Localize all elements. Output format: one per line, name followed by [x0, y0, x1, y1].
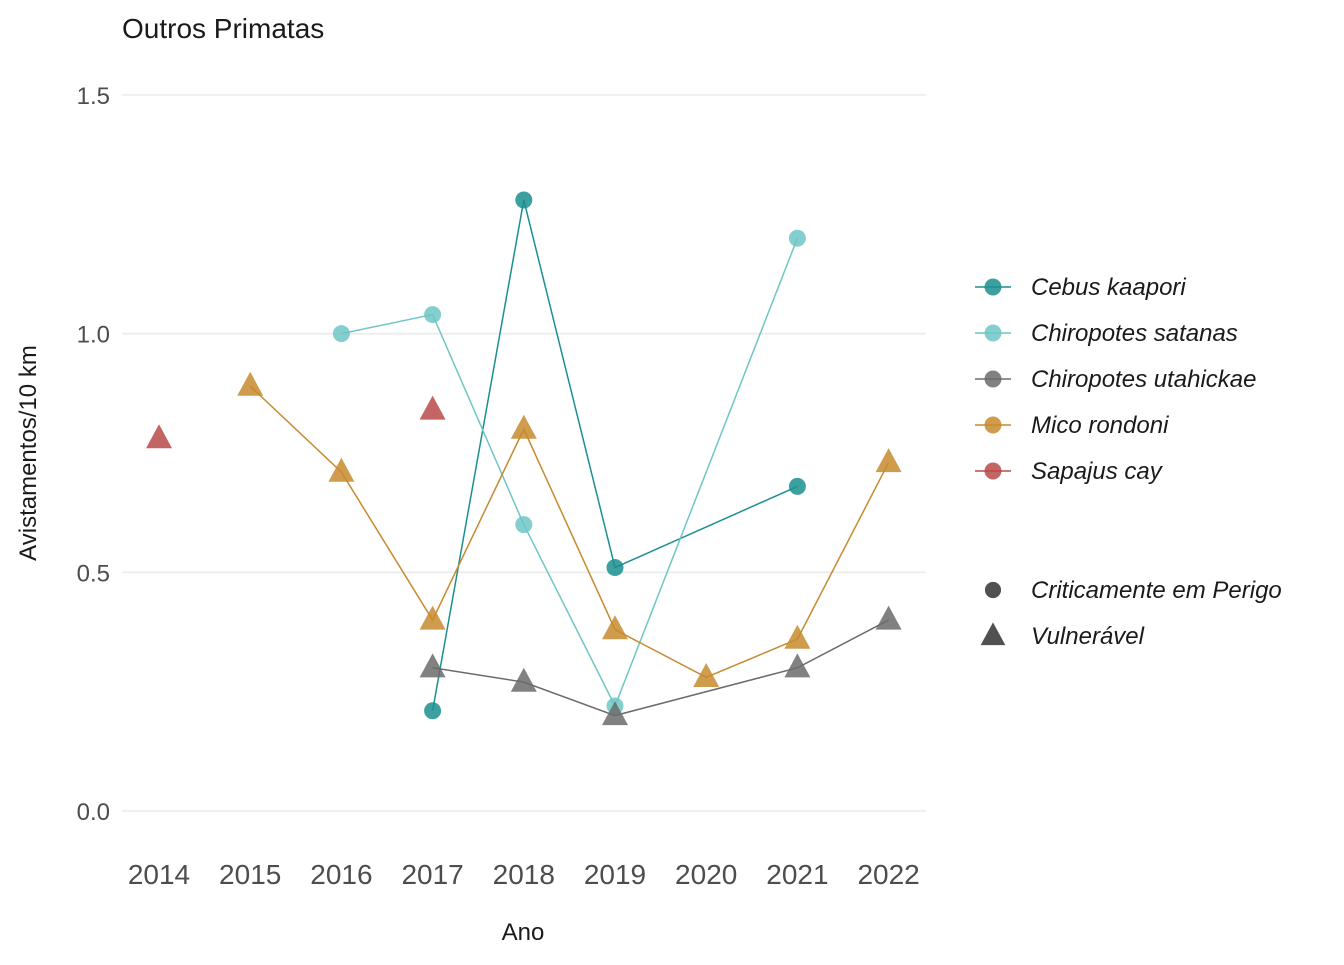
- data-point-mico-rondoni: [693, 662, 720, 687]
- legend-shape-marker: [980, 622, 1006, 646]
- legend: Cebus kaapori Chiropotes satanas Chiropote…: [975, 274, 1282, 650]
- x-tick-label: 2016: [310, 859, 372, 890]
- data-point-chiropotes-utahickae: [510, 667, 537, 692]
- legend-label: Chiropotes satanas: [1031, 320, 1238, 347]
- legend-swatch-marker: [984, 324, 1002, 342]
- legend-swatch-marker: [984, 416, 1002, 434]
- series-points: [146, 191, 902, 726]
- data-point-chiropotes-utahickae: [419, 653, 446, 678]
- legend-label: Cebus kaapori: [1031, 274, 1186, 301]
- data-point-sapajus-cay: [146, 424, 172, 449]
- legend-item-sapajus-cay: Sapajus cay: [975, 458, 1164, 485]
- y-axis-label: Avistamentos/10 km: [15, 345, 42, 561]
- shape-legend-item-vulner-vel: Vulnerável: [980, 622, 1145, 650]
- data-point-chiropotes-satanas: [424, 306, 442, 324]
- legend-item-chiropotes-satanas: Chiropotes satanas: [975, 320, 1238, 347]
- data-point-mico-rondoni: [875, 448, 902, 473]
- x-axis-label: Ano: [502, 919, 545, 946]
- x-tick-label: 2022: [857, 859, 919, 890]
- legend-item-chiropotes-utahickae: Chiropotes utahickae: [975, 366, 1256, 393]
- legend-swatch-marker: [984, 370, 1002, 388]
- series-line-cebus-kaapori: [431, 199, 798, 711]
- data-point-mico-rondoni: [419, 605, 446, 630]
- x-tick-label: 2015: [219, 859, 281, 890]
- legend-item-mico-rondoni: Mico rondoni: [975, 412, 1169, 439]
- y-tick-label: 0.0: [77, 799, 110, 826]
- data-point-cebus-kaapori: [424, 702, 442, 720]
- series-line-chiropotes-satanas: [341, 237, 799, 708]
- y-tick-label: 1.5: [77, 83, 110, 110]
- data-point-cebus-kaapori: [515, 191, 533, 209]
- gridlines: [122, 94, 926, 812]
- data-point-mico-rondoni: [602, 615, 628, 640]
- data-point-chiropotes-satanas: [332, 325, 350, 343]
- data-point-cebus-kaapori: [606, 559, 624, 577]
- legend-swatch-marker: [984, 278, 1002, 296]
- x-tick-label: 2021: [766, 859, 828, 890]
- y-tick-label: 0.5: [77, 560, 110, 587]
- legend-shape-marker: [984, 581, 1002, 599]
- chart-title: Outros Primatas: [122, 13, 324, 44]
- legend-label: Chiropotes utahickae: [1031, 366, 1256, 393]
- data-point-mico-rondoni: [510, 414, 537, 439]
- x-tick-label: 2014: [128, 859, 190, 890]
- legend-label: Criticamente em Perigo: [1031, 577, 1282, 604]
- data-point-chiropotes-utahickae: [784, 653, 811, 678]
- y-axis-ticks: 0.0 0.5 1.0 1.5: [77, 83, 110, 826]
- x-tick-label: 2018: [493, 859, 555, 890]
- legend-label: Vulnerável: [1031, 623, 1145, 650]
- y-tick-label: 1.0: [77, 322, 110, 349]
- data-point-cebus-kaapori: [788, 477, 806, 495]
- data-point-chiropotes-satanas: [788, 229, 806, 247]
- data-point-chiropotes-utahickae: [875, 605, 902, 630]
- legend-label: Sapajus cay: [1031, 458, 1164, 485]
- legend-label: Mico rondoni: [1031, 412, 1169, 439]
- x-tick-label: 2020: [675, 859, 737, 890]
- x-tick-label: 2019: [584, 859, 646, 890]
- data-point-mico-rondoni: [328, 457, 355, 482]
- legend-item-cebus-kaapori: Cebus kaapori: [975, 274, 1186, 301]
- data-point-mico-rondoni: [784, 624, 811, 649]
- legend-swatch-marker: [984, 462, 1002, 480]
- x-tick-label: 2017: [401, 859, 463, 890]
- shape-legend-item-criticamente-em-perigo: Criticamente em Perigo: [984, 577, 1282, 604]
- data-point-chiropotes-utahickae: [602, 701, 628, 726]
- data-point-sapajus-cay: [419, 395, 446, 420]
- series-line-mico-rondoni: [249, 385, 890, 679]
- data-point-chiropotes-satanas: [515, 516, 533, 534]
- series-line-chiropotes-utahickae: [432, 619, 889, 717]
- data-point-mico-rondoni: [237, 371, 264, 396]
- x-axis-ticks: 2014 2015 2016 2017 2018 2019 2020 2021 2022: [128, 859, 920, 890]
